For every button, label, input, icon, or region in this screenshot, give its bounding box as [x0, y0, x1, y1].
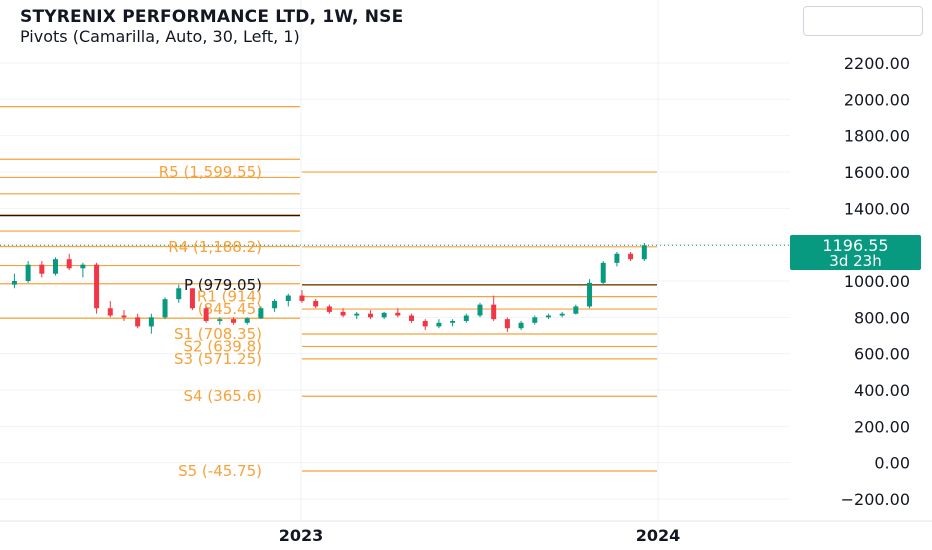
candle-body: [614, 253, 620, 263]
price-tick-label: −200.00: [841, 490, 910, 509]
last-price-value: 1196.55: [822, 236, 889, 255]
candle-body: [66, 259, 72, 269]
candle-body: [189, 288, 195, 309]
candle-body: [436, 322, 442, 327]
pivot-label: R1 (914): [197, 288, 262, 306]
candle-body: [545, 315, 551, 318]
price-tick-label: 1600.00: [844, 163, 910, 182]
candle-body: [573, 306, 579, 314]
candle-body: [395, 312, 401, 316]
candle-body: [409, 315, 415, 321]
candle-body: [313, 300, 319, 307]
candle-body: [272, 300, 278, 309]
axis-settings-box[interactable]: [803, 6, 923, 36]
price-tick-label: 1000.00: [844, 272, 910, 291]
candle-body: [94, 264, 100, 309]
candle-body: [107, 308, 113, 316]
bar-countdown: 3d 23h: [829, 252, 882, 270]
last-price-tag: 1196.55 3d 23h: [790, 235, 921, 270]
pivot-label: S3 (571.25): [174, 350, 262, 368]
candle-body: [381, 312, 387, 318]
candle-body: [231, 319, 237, 323]
grid: [0, 0, 790, 520]
price-axis: 2200.002000.001800.001600.001400.001200.…: [841, 54, 910, 509]
candle-body: [203, 308, 209, 321]
indicator-legend[interactable]: Pivots (Camarilla, Auto, 30, Left, 1): [20, 27, 300, 46]
candle-body: [628, 253, 634, 260]
candle-body: [587, 282, 593, 307]
candle-body: [504, 319, 510, 329]
candle-body: [326, 306, 332, 312]
time-tick-label: 2023: [279, 526, 324, 545]
candle-body: [25, 264, 31, 281]
candle-body: [39, 264, 45, 274]
candle-body: [450, 320, 456, 323]
candle-body: [422, 320, 428, 327]
price-tick-label: 1800.00: [844, 127, 910, 146]
candle-body: [53, 259, 59, 274]
candle-body: [258, 308, 264, 319]
pivot-label: R5 (1,599.55): [159, 163, 262, 181]
candle-body: [11, 281, 17, 285]
candle-body: [477, 304, 483, 316]
candle-body: [80, 264, 86, 269]
candle-body: [244, 318, 250, 323]
pivot-label: S5 (-45.75): [178, 462, 262, 480]
price-tick-label: 400.00: [854, 381, 910, 400]
price-tick-label: 800.00: [854, 308, 910, 327]
candle-body: [463, 315, 469, 321]
candle-body: [299, 295, 305, 301]
candle-body: [121, 315, 127, 318]
candle-body: [135, 317, 141, 327]
candle-body: [491, 304, 497, 320]
pivot-label: P (979.05): [184, 276, 262, 294]
candle-body: [600, 262, 606, 283]
chart-title: STYRENIX PERFORMANCE LTD, 1W, NSE: [20, 7, 404, 27]
price-tick-label: 600.00: [854, 345, 910, 364]
price-tick-label: 2200.00: [844, 54, 910, 73]
candle-body: [285, 295, 291, 301]
pivot-label: S4 (365.6): [184, 387, 262, 405]
pivot-label: (845.45): [198, 300, 262, 318]
pivot-label: S2 (639.8): [184, 337, 262, 355]
candle-body: [217, 319, 223, 321]
candle-body: [176, 288, 182, 300]
candles: [0, 242, 790, 334]
pivot-levels: R5 (1,599.55) R4 (1,188.2) P (979.05)R1 (9…: [159, 163, 658, 480]
candle-body: [354, 313, 360, 316]
price-tick-label: 200.00: [854, 417, 910, 436]
price-tick-label: 1400.00: [844, 199, 910, 218]
price-tick-label: 2000.00: [844, 90, 910, 109]
pivot-label: S1 (708.35): [174, 325, 262, 343]
pivot-label: R4 (1,188.2): [168, 238, 262, 256]
candle-body: [148, 317, 154, 327]
candle-body: [532, 317, 538, 323]
price-tick-label: 0.00: [874, 454, 910, 473]
time-tick-label: 2024: [636, 526, 681, 545]
candle-body: [367, 313, 373, 318]
time-axis: 2023 2024: [0, 520, 932, 545]
candle-body: [518, 322, 524, 329]
candle-body: [340, 311, 346, 316]
candle-body: [641, 245, 647, 260]
candle-body: [559, 313, 565, 316]
candle-body: [162, 299, 168, 318]
